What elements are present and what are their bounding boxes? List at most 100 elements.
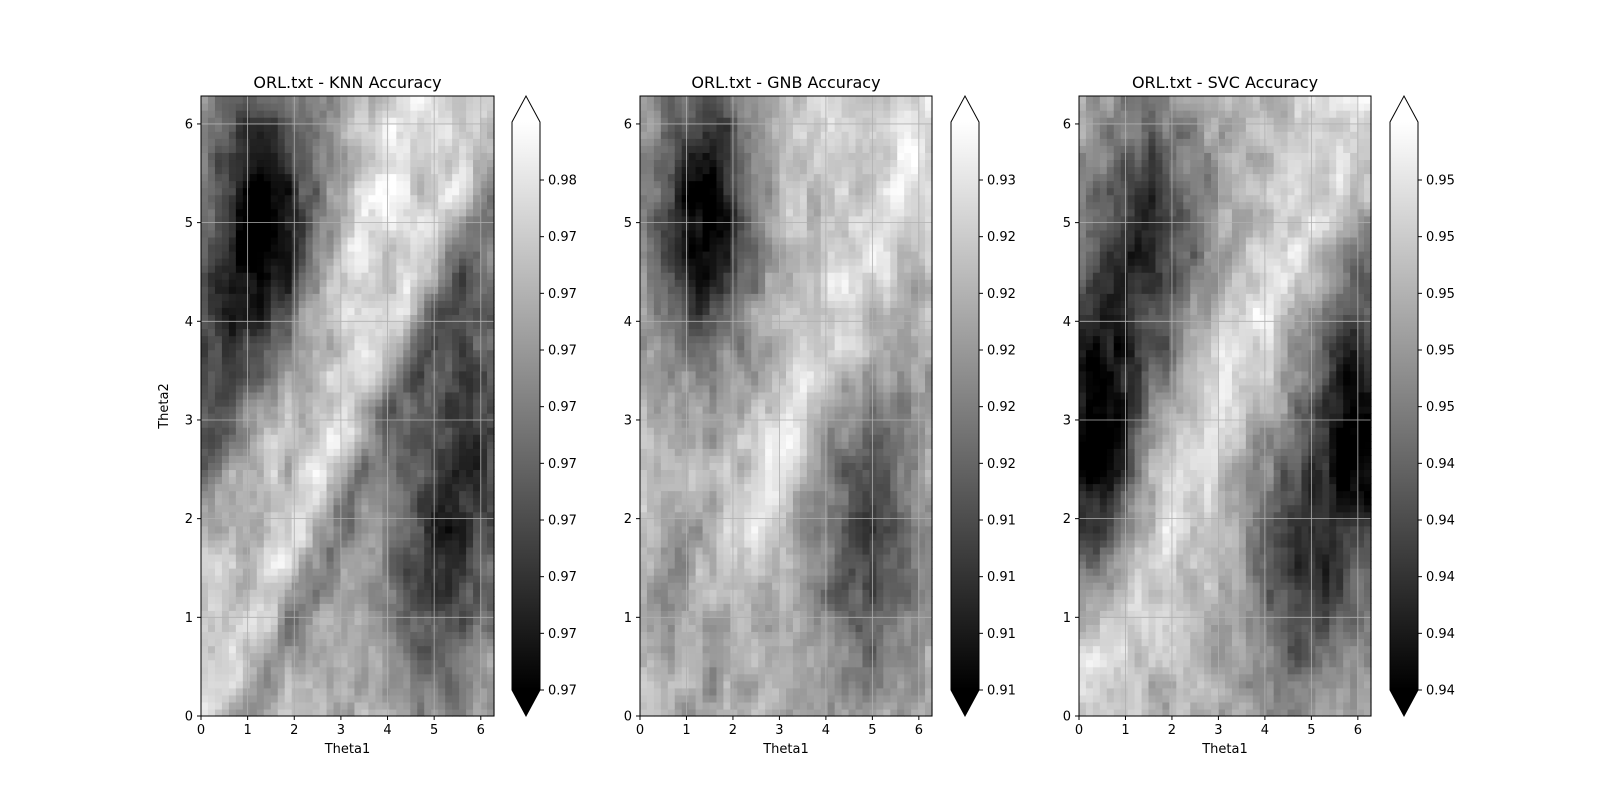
heatmap-cell (667, 568, 676, 576)
heatmap-cell (207, 265, 216, 273)
heatmap-cell (417, 180, 425, 189)
heatmap-cell (347, 117, 356, 125)
heatmap-cell (473, 553, 481, 562)
heatmap-cell (284, 272, 293, 280)
heatmap-cell (249, 152, 258, 161)
heatmap-cell (256, 166, 265, 175)
heatmap-cell (305, 687, 314, 696)
heatmap-cell (270, 568, 279, 576)
heatmap-cell (235, 462, 244, 471)
heatmap-cell (347, 462, 356, 471)
heatmap-cell (459, 420, 467, 428)
heatmap-cell (333, 180, 342, 189)
heatmap-cell (361, 96, 370, 104)
heatmap-cell (445, 546, 453, 555)
heatmap-cell (438, 420, 446, 428)
heatmap-cell (326, 441, 335, 449)
heatmap-cell (298, 131, 307, 139)
heatmap-cell (284, 525, 293, 534)
heatmap-cell (333, 131, 342, 139)
heatmap-cell (361, 406, 370, 414)
heatmap-cell (221, 589, 230, 597)
heatmap-cell (354, 518, 363, 527)
heatmap-cell (424, 328, 432, 337)
heatmap-cell (298, 490, 307, 499)
heatmap-cell (667, 307, 676, 316)
heatmap-cell (660, 652, 669, 661)
heatmap-cell (480, 638, 488, 647)
heatmap-cell (298, 110, 307, 118)
heatmap-cell (256, 659, 265, 668)
heatmap-cell (242, 124, 251, 132)
heatmap-cell (653, 314, 662, 323)
heatmap-cell (709, 652, 718, 661)
heatmap-cell (263, 159, 272, 168)
heatmap-cell (326, 694, 335, 703)
heatmap-cell (221, 680, 230, 689)
heatmap-cell (716, 561, 725, 569)
heatmap-cell (396, 307, 404, 316)
heatmap-cell (424, 701, 432, 710)
heatmap-cell (473, 568, 481, 576)
heatmap-cell (466, 201, 474, 210)
heatmap-cell (730, 448, 738, 456)
heatmap-cell (660, 258, 669, 266)
heatmap-cell (438, 490, 446, 499)
heatmap-cell (375, 335, 383, 344)
heatmap-cell (270, 638, 279, 647)
heatmap-cell (480, 589, 488, 597)
heatmap-cell (417, 342, 425, 351)
heatmap-cell (660, 645, 669, 654)
heatmap-cell (354, 511, 363, 520)
heatmap-cell (480, 265, 488, 273)
heatmap-cell (298, 631, 307, 640)
heatmap-cell (716, 708, 725, 717)
heatmap-cell (375, 222, 383, 231)
heatmap-cell (368, 265, 377, 273)
heatmap-cell (277, 96, 286, 104)
heatmap-cell (709, 314, 718, 323)
heatmap-cell (201, 638, 209, 647)
heatmap-cell (284, 497, 293, 506)
heatmap-cell (305, 258, 314, 266)
heatmap-cell (333, 483, 342, 492)
heatmap-cell (730, 342, 738, 351)
heatmap-cell (473, 420, 481, 428)
heatmap-cell (221, 406, 230, 414)
heatmap-cell (340, 497, 349, 506)
heatmap-cell (263, 673, 272, 682)
heatmap-cell (361, 243, 370, 252)
heatmap-cell (646, 483, 655, 492)
heatmap-cell (228, 596, 237, 604)
heatmap-cell (445, 490, 453, 499)
heatmap-cell (709, 666, 718, 675)
heatmap-cell (640, 511, 648, 520)
heatmap-cell (723, 328, 731, 337)
heatmap-cell (403, 180, 411, 189)
heatmap-cell (256, 434, 265, 442)
heatmap-cell (235, 673, 244, 682)
heatmap-cell (459, 413, 467, 421)
heatmap-cell (674, 208, 683, 217)
heatmap-cell (653, 582, 662, 590)
heatmap-cell (452, 518, 460, 527)
heatmap-cell (660, 455, 669, 463)
heatmap-cell (660, 152, 669, 161)
heatmap-cell (221, 455, 230, 463)
heatmap-cell (333, 215, 342, 224)
heatmap-cell (396, 159, 404, 168)
heatmap-cell (214, 638, 223, 647)
heatmap-cell (424, 258, 432, 266)
heatmap-cell (201, 596, 209, 604)
heatmap-cell (263, 617, 272, 626)
heatmap-cell (723, 687, 731, 696)
heatmap-cell (660, 314, 669, 323)
heatmap-cell (354, 187, 363, 196)
heatmap-cell (417, 229, 425, 238)
heatmap-cell (459, 293, 467, 301)
heatmap-cell (445, 624, 453, 633)
heatmap-cell (291, 539, 300, 548)
heatmap-cell (221, 342, 230, 351)
heatmap-cell (403, 420, 411, 428)
heatmap-cell (709, 448, 718, 456)
